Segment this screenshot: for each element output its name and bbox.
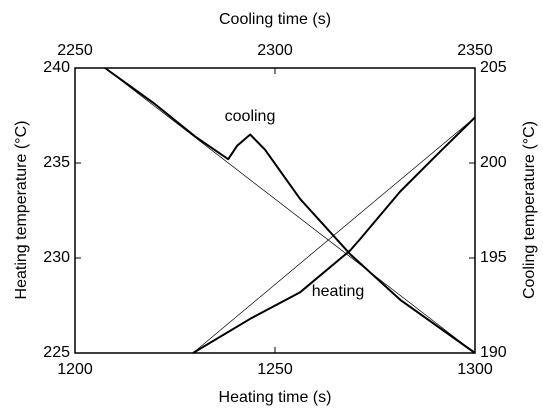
series-line: [192, 116, 476, 354]
y-tick-label: 235: [43, 154, 70, 171]
x2-axis-label: Cooling time (s): [219, 11, 331, 28]
x-tick-label: 1300: [457, 361, 493, 378]
series-line: [192, 117, 476, 354]
x2-tick-label: 2250: [57, 42, 93, 59]
y2-tick-label: 200: [480, 154, 507, 171]
y2-tick-label: 190: [480, 344, 507, 361]
y-tick-label: 240: [43, 59, 70, 76]
y2-tick-label: 205: [480, 59, 507, 76]
x-tick-label: 1250: [257, 361, 293, 378]
y2-tick-label: 195: [480, 249, 507, 266]
x-axis-label: Heating time (s): [219, 389, 332, 406]
series-annotation: heating: [312, 283, 365, 300]
x-tick-label: 1200: [57, 361, 93, 378]
series-line: [104, 67, 476, 354]
y2-axis-label: Cooling temperature (°C): [521, 121, 538, 299]
x2-tick-label: 2350: [457, 42, 493, 59]
y-tick-label: 225: [43, 344, 70, 361]
y-tick-label: 230: [43, 249, 70, 266]
y-axis-label: Heating temperature (°C): [13, 121, 30, 300]
x2-tick-label: 2300: [257, 42, 293, 59]
series-annotation: cooling: [225, 108, 276, 125]
